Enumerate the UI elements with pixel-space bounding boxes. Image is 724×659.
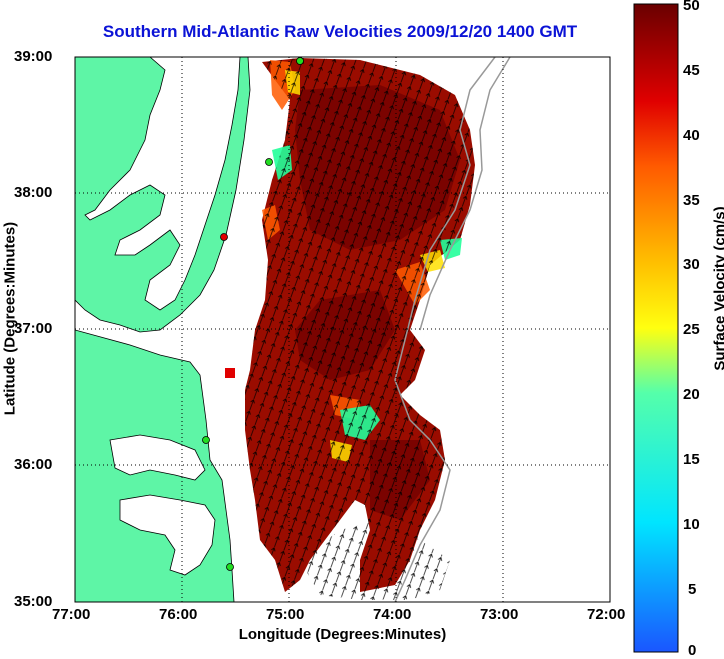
colorbar-tick: 30	[683, 256, 700, 273]
colorbar-tick: 40	[683, 127, 700, 144]
y-axis-label: Latitude (Degrees:Minutes)	[1, 221, 19, 416]
station-marker	[226, 563, 234, 571]
colorbar-tick: 45	[683, 62, 700, 79]
colorbar-tick: 5	[688, 581, 697, 598]
colorbar-label: Surface Velocity (cm/s)	[711, 206, 724, 371]
colorbar-tick: 50	[683, 0, 700, 14]
x-tick: 74:00	[373, 606, 412, 623]
y-tick: 37:00	[14, 320, 53, 337]
colorbar-tick: 35	[683, 192, 700, 209]
station-marker	[265, 158, 273, 166]
colorbar-tick: 0	[688, 642, 697, 659]
radar-stations	[202, 57, 304, 571]
y-tick: 39:00	[14, 48, 53, 65]
map-title: Southern Mid-Atlantic Raw Velocities 200…	[102, 22, 578, 41]
y-tick: 36:00	[14, 456, 53, 473]
albemarle-sound	[109, 434, 216, 576]
station-marker	[220, 233, 228, 241]
shelf-contour	[419, 57, 511, 331]
bathymetry-contour	[394, 57, 496, 602]
y-tick: 35:00	[14, 593, 53, 610]
colorbar-tick: 15	[683, 451, 700, 468]
x-tick: 73:00	[480, 606, 519, 623]
colorbar-tick: 10	[683, 516, 700, 533]
chesapeake-bay	[84, 57, 241, 311]
x-tick: 76:00	[159, 606, 198, 623]
x-tick: 75:00	[266, 606, 305, 623]
station-marker	[296, 57, 304, 65]
station-marker	[202, 436, 210, 444]
x-axis-label: Longitude (Degrees:Minutes)	[238, 626, 447, 643]
isolated-cell	[225, 368, 235, 378]
moderate-patches	[262, 60, 430, 420]
x-tick: 72:00	[587, 606, 626, 623]
y-tick: 38:00	[14, 184, 53, 201]
grid-lines	[75, 57, 610, 602]
x-tick: 77:00	[52, 606, 91, 623]
colorbar-tick: 20	[683, 386, 700, 403]
colorbar-tick: 25	[683, 321, 700, 338]
colorbar	[633, 3, 679, 653]
